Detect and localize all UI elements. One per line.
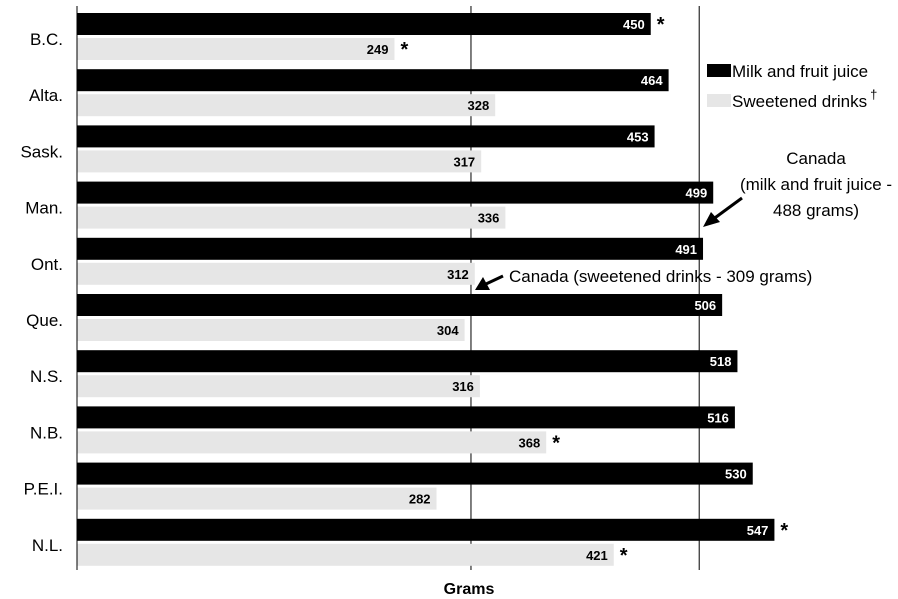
- category-label: P.E.I.: [24, 480, 63, 499]
- value-label-sweetened-drinks: 328: [467, 98, 489, 113]
- legend-dagger: †: [870, 87, 877, 102]
- bar-milk-juice: [77, 237, 704, 260]
- bar-milk-juice: [77, 13, 651, 35]
- legend: Milk and fruit juice Sweetened drinks †: [707, 62, 877, 111]
- bar-sweetened-drinks: [77, 206, 506, 229]
- bar-milk-juice: [77, 518, 775, 541]
- annotations: Canada (milk and fruit juice - 488 grams…: [475, 149, 892, 290]
- canada-milk-arrow-head: [703, 212, 720, 227]
- significance-marker: *: [657, 14, 665, 36]
- legend-label-sweetened: Sweetened drinks †: [732, 87, 877, 111]
- bar-milk-juice: [77, 350, 738, 373]
- bar-milk-juice: [77, 69, 669, 92]
- bars: 450 * 249 * 464 328 453 317 499 336 491 312 506 304 51…: [77, 13, 788, 567]
- canada-milk-annotation-line-3: 488 grams): [773, 201, 859, 220]
- value-label-sweetened-drinks: 249: [367, 42, 389, 57]
- value-label-milk-juice: 491: [675, 242, 697, 257]
- legend-label-sweetened-text: Sweetened drinks: [732, 92, 867, 111]
- bar-milk-juice: [77, 181, 714, 204]
- canada-sweetened-arrow-head: [475, 277, 490, 290]
- canada-sweetened-arrow-shaft: [485, 274, 504, 286]
- value-label-milk-juice: 464: [641, 73, 663, 88]
- bar-milk-juice: [77, 125, 655, 148]
- value-label-milk-juice: 516: [707, 410, 729, 425]
- value-label-milk-juice: 547: [747, 523, 769, 538]
- bar-sweetened-drinks: [77, 375, 480, 398]
- bar-sweetened-drinks: [77, 319, 465, 341]
- category-label: B.C.: [30, 30, 63, 49]
- canada-milk-arrow-shaft: [711, 196, 743, 222]
- bar-sweetened-drinks: [77, 38, 395, 60]
- category-label: N.L.: [32, 536, 63, 555]
- legend-swatch-sweetened: [707, 94, 731, 107]
- bar-sweetened-drinks: [77, 543, 614, 566]
- bar-sweetened-drinks: [77, 262, 475, 285]
- legend-label-milk: Milk and fruit juice: [732, 62, 868, 81]
- category-label: Man.: [25, 199, 63, 218]
- canada-milk-annotation-line-1: Canada: [786, 149, 846, 168]
- value-label-sweetened-drinks: 336: [478, 211, 500, 226]
- significance-marker: *: [620, 545, 628, 567]
- legend-swatch-milk: [707, 64, 731, 77]
- value-label-milk-juice: 453: [627, 129, 649, 144]
- bar-milk-juice: [77, 406, 735, 429]
- value-label-sweetened-drinks: 304: [437, 323, 459, 338]
- value-label-milk-juice: 499: [686, 186, 708, 201]
- value-label-sweetened-drinks: 312: [447, 267, 469, 282]
- category-label: Ont.: [31, 255, 63, 274]
- category-label: Alta.: [29, 86, 63, 105]
- value-label-sweetened-drinks: 421: [586, 548, 608, 563]
- canada-milk-annotation-line-2: (milk and fruit juice -: [740, 175, 892, 194]
- bar-sweetened-drinks: [77, 431, 547, 454]
- category-label: Sask.: [20, 142, 63, 161]
- x-axis-label: Grams: [444, 581, 495, 598]
- bar-milk-juice: [77, 294, 723, 316]
- bar-sweetened-drinks: [77, 487, 437, 510]
- value-label-milk-juice: 450: [623, 17, 645, 32]
- category-label: N.B.: [30, 423, 63, 442]
- significance-marker: *: [400, 39, 408, 61]
- value-label-milk-juice: 518: [710, 354, 732, 369]
- category-label: N.S.: [30, 367, 63, 386]
- category-label: Que.: [26, 311, 63, 330]
- value-label-milk-juice: 506: [694, 298, 716, 313]
- value-label-sweetened-drinks: 316: [452, 379, 474, 394]
- value-label-milk-juice: 530: [725, 467, 747, 482]
- bar-sweetened-drinks: [77, 94, 496, 117]
- significance-marker: *: [552, 432, 560, 454]
- category-labels: B.C. Alta. Sask. Man. Ont. Que. N.S. N.B. P.E.I.…: [20, 30, 63, 555]
- canada-sweetened-annotation: Canada (sweetened drinks - 309 grams): [509, 267, 812, 286]
- bar-sweetened-drinks: [77, 150, 482, 173]
- value-label-sweetened-drinks: 317: [453, 154, 475, 169]
- value-label-sweetened-drinks: 368: [518, 435, 540, 450]
- bar-milk-juice: [77, 462, 753, 485]
- value-label-sweetened-drinks: 282: [409, 492, 431, 507]
- significance-marker: *: [780, 520, 788, 542]
